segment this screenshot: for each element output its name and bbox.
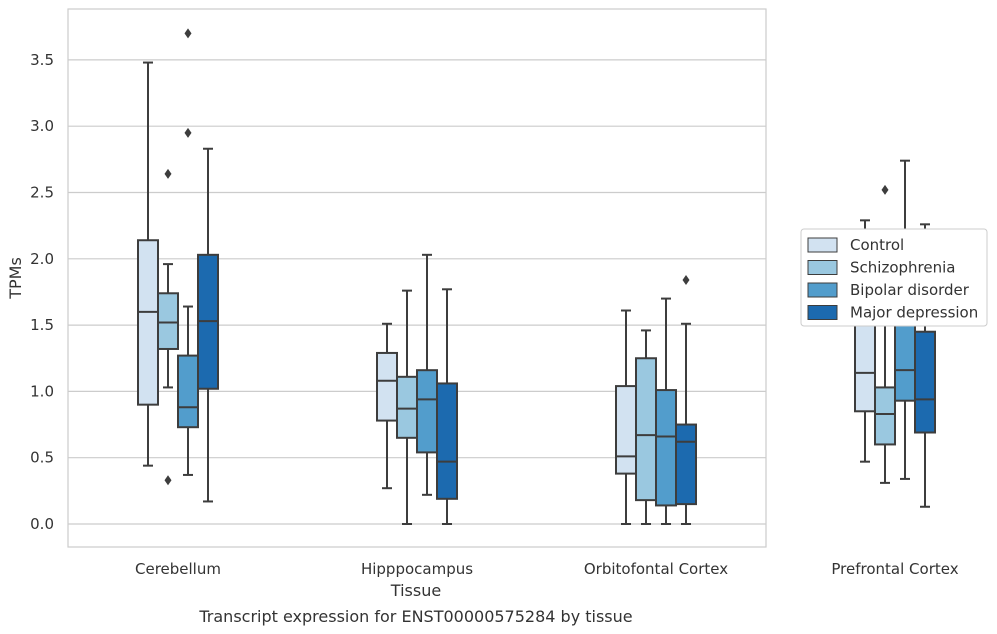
box-body xyxy=(675,423,697,506)
box-0-2 xyxy=(615,309,637,525)
legend-swatch xyxy=(807,305,838,320)
y-tick-label: 1.0 xyxy=(30,382,54,400)
box-body xyxy=(376,351,398,422)
x-tick-label: Prefrontal Cortex xyxy=(831,560,958,578)
chart-caption: Transcript expression for ENST0000057528… xyxy=(198,607,632,626)
legend-swatch xyxy=(807,260,838,275)
box-body xyxy=(396,375,418,439)
box-0-1 xyxy=(376,322,398,490)
box-0-3 xyxy=(854,219,876,463)
legend-label: Major depression xyxy=(850,304,978,322)
outlier-point xyxy=(682,275,690,286)
y-tick-label: 0.0 xyxy=(30,515,54,533)
boxes xyxy=(137,28,936,525)
legend-swatch xyxy=(807,282,838,298)
x-tick-label: Hipppocampus xyxy=(361,560,473,578)
legend-swatch xyxy=(807,237,838,253)
box-body xyxy=(177,354,199,429)
legend-frame xyxy=(800,228,988,327)
box-body xyxy=(874,386,896,446)
box-body xyxy=(655,389,677,507)
box-body xyxy=(436,382,458,500)
x-axis-label: Tissue xyxy=(390,581,441,600)
box-3-1 xyxy=(436,288,458,525)
legend-label: Control xyxy=(850,236,904,254)
box-3-2 xyxy=(675,275,697,525)
outlier-point xyxy=(881,184,889,195)
legend-items: Control Schizophrenia Bipolar disorder Majo… xyxy=(807,236,978,322)
y-tick-label: 3.0 xyxy=(30,117,54,135)
y-axis-label: TPMs xyxy=(6,257,25,300)
legend-label: Bipolar disorder xyxy=(850,281,970,299)
box-1-2 xyxy=(635,329,657,525)
legend-label: Schizophrenia xyxy=(850,259,955,277)
y-tick-label: 2.5 xyxy=(30,184,54,202)
box-body xyxy=(635,357,657,502)
box-body xyxy=(137,239,159,406)
plot-frame xyxy=(67,8,767,548)
x-tick-labels: Cerebellum Hipppocampus Orbitofontal Corte… xyxy=(135,560,959,578)
box-body xyxy=(914,330,936,434)
box-1-0 xyxy=(157,168,179,486)
y-tick-label: 3.5 xyxy=(30,51,54,69)
legend: Control Schizophrenia Bipolar disorder Majo… xyxy=(800,228,988,327)
y-tick-labels: 0.0 0.5 1.0 1.5 2.0 2.5 3.0 3.5 xyxy=(30,51,54,533)
box-2-1 xyxy=(416,253,438,496)
y-tick-label: 2.0 xyxy=(30,250,54,268)
y-tick-label: 1.5 xyxy=(30,316,54,334)
y-tick-label: 0.5 xyxy=(30,449,54,467)
outlier-point xyxy=(164,475,172,486)
box-3-0 xyxy=(197,147,219,503)
outlier-point xyxy=(164,168,172,179)
box-2-0 xyxy=(177,28,199,476)
x-tick-label: Cerebellum xyxy=(135,560,221,578)
outlier-point xyxy=(184,28,192,39)
box-body xyxy=(615,385,637,475)
outlier-point xyxy=(184,127,192,138)
box-body xyxy=(416,369,438,454)
box-body xyxy=(157,292,179,350)
x-tick-label: Orbitofontal Cortex xyxy=(584,560,728,578)
box-0-0 xyxy=(137,61,159,467)
